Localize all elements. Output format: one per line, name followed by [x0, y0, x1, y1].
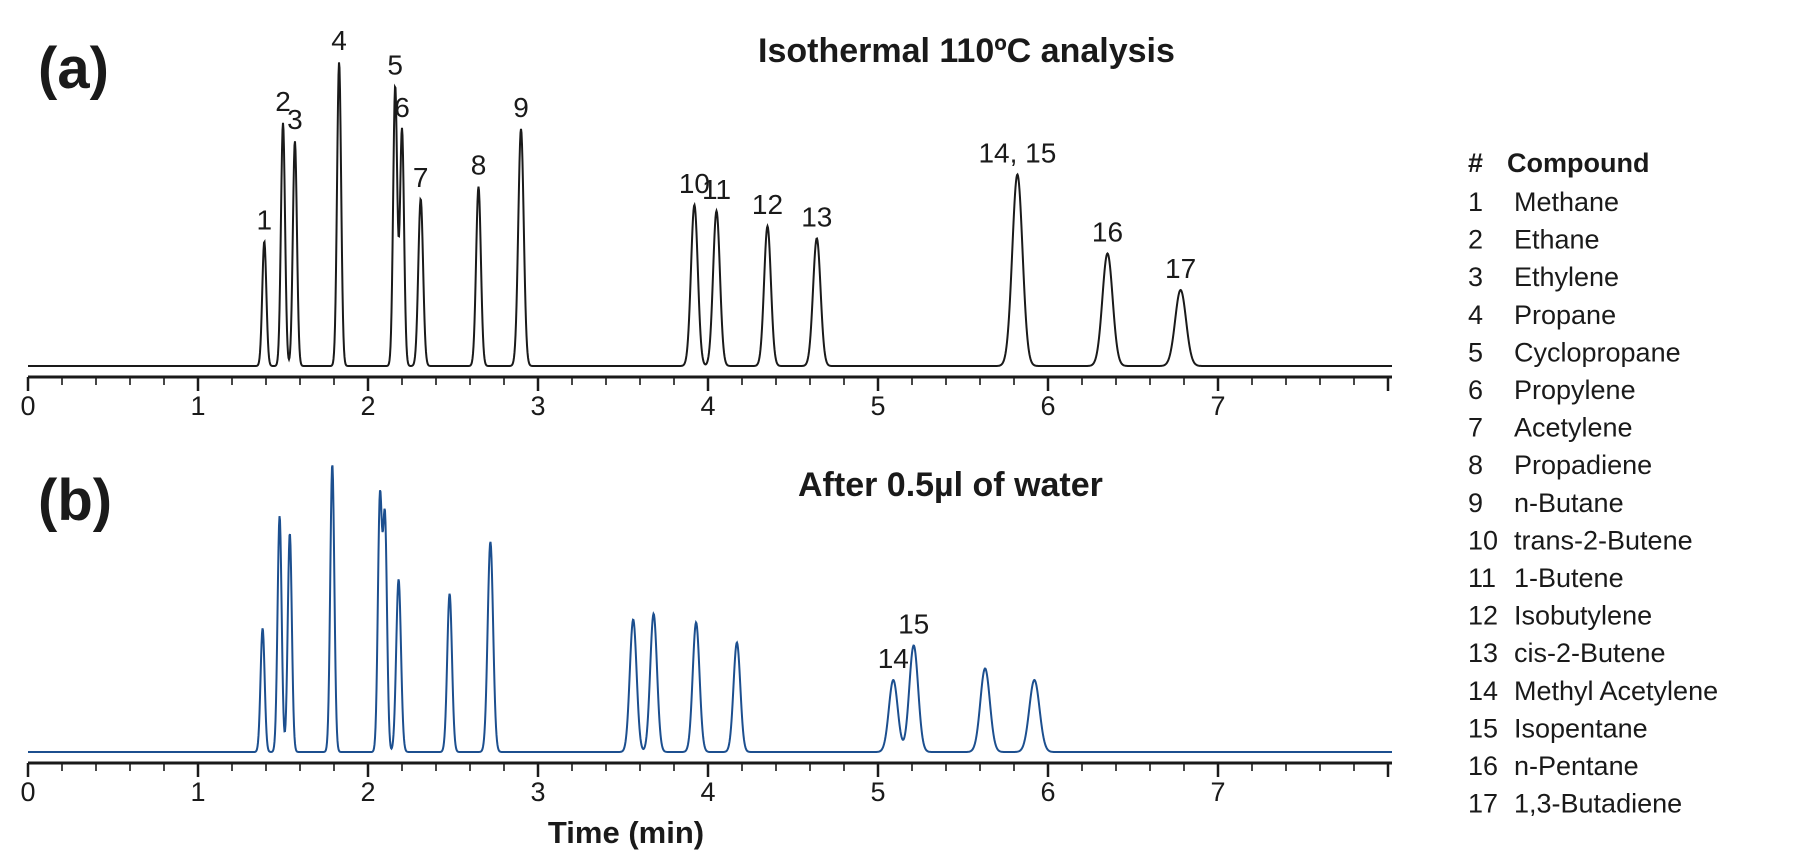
legend-header-compound: Compound	[1507, 148, 1649, 178]
legend-row-number: 13	[1468, 638, 1498, 668]
legend-row: 14 Methyl Acetylene	[1468, 676, 1718, 706]
x-tick-label: 7	[1210, 391, 1225, 421]
x-tick-label: 3	[530, 391, 545, 421]
x-tick-label: 1	[190, 391, 205, 421]
legend-row-number: 4	[1468, 300, 1483, 330]
peak-label: 9	[513, 92, 529, 123]
legend-row: 4 Propane	[1468, 300, 1616, 330]
x-tick-label: 0	[20, 777, 35, 807]
legend-row: 16 n-Pentane	[1468, 751, 1639, 781]
legend-row: 13 cis-2-Butene	[1468, 638, 1666, 668]
legend-row-number: 2	[1468, 225, 1483, 255]
panel-b-title: After 0.5µl of water	[798, 466, 1103, 504]
compound-legend: # Compound 1 Methane 2 Ethane 3 Ethylene 4 Prop…	[1468, 148, 1718, 819]
legend-row: 2 Ethane	[1468, 225, 1600, 255]
panel-b-chart: 14 15 0 1 2 3 4 5 6 7	[20, 463, 1392, 807]
legend-row: 11 1-Butene	[1468, 563, 1624, 593]
legend-row: 15 Isopentane	[1468, 713, 1648, 743]
peak-label: 7	[413, 162, 429, 193]
panel-a-label: (a)	[38, 36, 109, 101]
peak-label: 2	[275, 86, 291, 117]
legend-row-compound: n-Pentane	[1514, 751, 1639, 781]
peak-label: 17	[1165, 253, 1196, 284]
peak-label: 12	[752, 189, 783, 220]
legend-row-compound: cis-2-Butene	[1514, 638, 1666, 668]
peak-label: 5	[387, 49, 403, 80]
peak-label: 1	[257, 204, 273, 235]
legend-row-number: 14	[1468, 676, 1498, 706]
x-tick-label: 2	[360, 391, 375, 421]
legend-row-compound: n-Butane	[1514, 488, 1624, 518]
legend-row-compound: Cyclopropane	[1514, 337, 1681, 367]
chromatogram-trace	[28, 62, 1392, 367]
legend-row-compound: trans-2-Butene	[1514, 525, 1693, 555]
peak-label: 14, 15	[978, 137, 1056, 168]
x-tick-label: 5	[870, 777, 885, 807]
legend-row-number: 1	[1468, 187, 1483, 217]
x-tick-label: 2	[360, 777, 375, 807]
legend-row-number: 12	[1468, 601, 1498, 631]
peak-label: 15	[898, 608, 929, 639]
legend-row-compound: Propylene	[1514, 375, 1636, 405]
legend-row-number: 7	[1468, 413, 1483, 443]
legend-row-number: 9	[1468, 488, 1483, 518]
legend-row: 17 1,3-Butadiene	[1468, 789, 1682, 819]
peak-label: 3	[287, 104, 303, 135]
legend-row: 3 Ethylene	[1468, 262, 1619, 292]
peak-label: 10	[679, 168, 710, 199]
legend-row-compound: 1-Butene	[1514, 563, 1624, 593]
x-tick-label: 6	[1040, 777, 1055, 807]
legend-row: 10 trans-2-Butene	[1468, 525, 1693, 555]
panel-a-title: Isothermal 110ºC analysis	[758, 32, 1175, 70]
legend-row-compound: Ethylene	[1514, 262, 1619, 292]
legend-row-number: 10	[1468, 525, 1498, 555]
legend-row-number: 11	[1468, 563, 1496, 593]
legend-row-compound: Acetylene	[1514, 413, 1633, 443]
peak-label: 11	[702, 174, 731, 205]
x-axis-title: Time (min)	[548, 815, 704, 850]
legend-row: 7 Acetylene	[1468, 413, 1633, 443]
peak-label: 14	[878, 643, 909, 674]
peak-label: 6	[394, 92, 410, 123]
x-tick-label: 1	[190, 777, 205, 807]
legend-row: 12 Isobutylene	[1468, 601, 1652, 631]
legend-row-number: 6	[1468, 375, 1483, 405]
legend-row-compound: Isopentane	[1514, 713, 1648, 743]
legend-row: 9 n-Butane	[1468, 488, 1624, 518]
legend-row: 5 Cyclopropane	[1468, 337, 1681, 367]
x-tick-label: 0	[20, 391, 35, 421]
peak-label: 8	[471, 150, 487, 181]
legend-row: 8 Propadiene	[1468, 450, 1652, 480]
legend-row-compound: Ethane	[1514, 225, 1600, 255]
legend-row: 6 Propylene	[1468, 375, 1636, 405]
x-tick-label: 3	[530, 777, 545, 807]
peak-label: 13	[801, 201, 832, 232]
x-tick-label: 6	[1040, 391, 1055, 421]
peak-label: 16	[1092, 217, 1123, 248]
legend-row-number: 8	[1468, 450, 1483, 480]
legend-row: 1 Methane	[1468, 187, 1619, 217]
legend-rows: 1 Methane 2 Ethane 3 Ethylene 4 Propane 5 Cyclopr…	[1468, 187, 1718, 819]
x-tick-label: 4	[700, 777, 715, 807]
panel-b-label: (b)	[38, 468, 112, 533]
x-tick-label: 4	[700, 391, 715, 421]
legend-row-compound: Isobutylene	[1514, 601, 1652, 631]
legend-row-number: 3	[1468, 262, 1483, 292]
legend-header-number: #	[1468, 148, 1483, 178]
legend-row-number: 5	[1468, 337, 1483, 367]
x-tick-label: 5	[870, 391, 885, 421]
legend-row-compound: Methyl Acetylene	[1514, 676, 1718, 706]
x-tick-label: 7	[1210, 777, 1225, 807]
legend-row-number: 16	[1468, 751, 1498, 781]
peak-label: 4	[331, 25, 347, 56]
legend-row-compound: Propadiene	[1514, 450, 1652, 480]
legend-row-compound: 1,3-Butadiene	[1514, 789, 1682, 819]
legend-row-compound: Propane	[1514, 300, 1616, 330]
legend-row-compound: Methane	[1514, 187, 1619, 217]
legend-row-number: 17	[1468, 789, 1498, 819]
chromatogram-trace	[28, 465, 1392, 753]
legend-row-number: 15	[1468, 713, 1498, 743]
